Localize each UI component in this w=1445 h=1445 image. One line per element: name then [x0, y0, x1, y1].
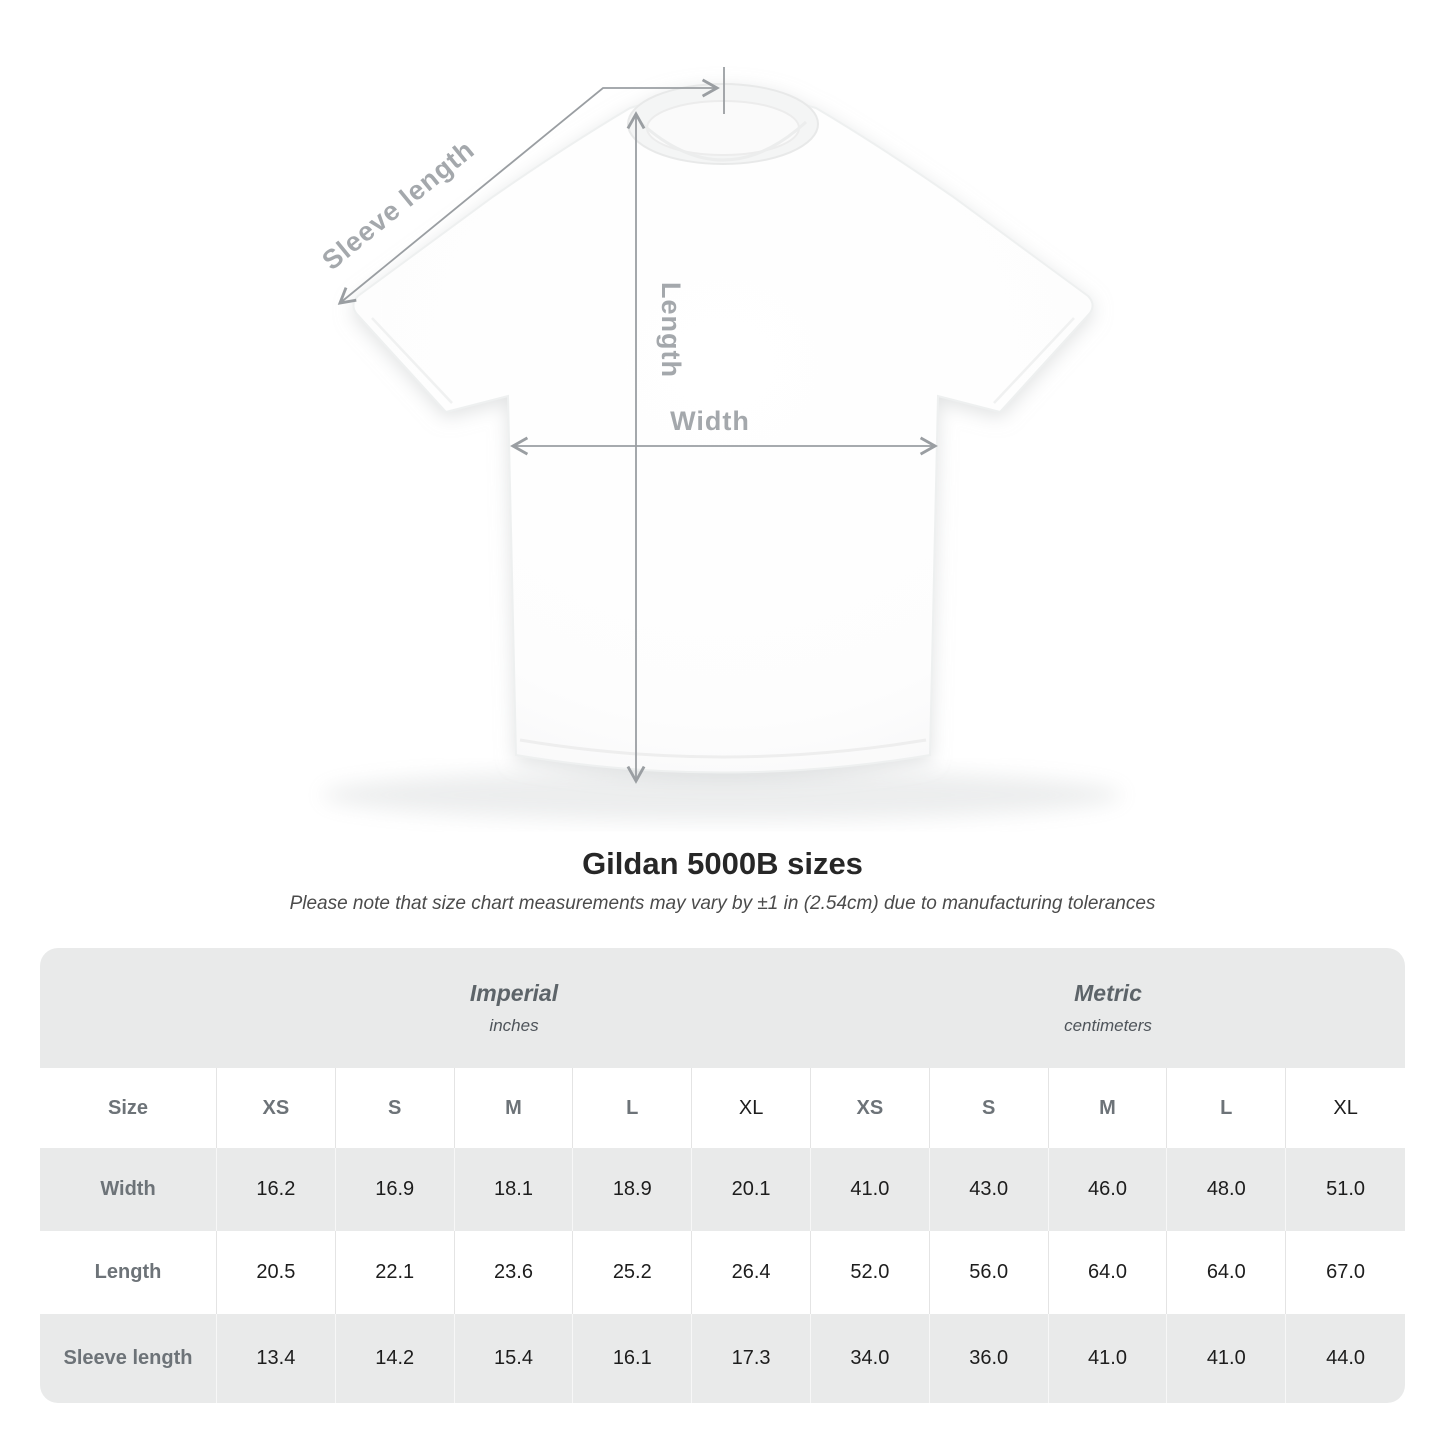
size-row-label: Size: [40, 1068, 217, 1148]
sleeve-metric-l: 41.0: [1167, 1314, 1287, 1403]
length-imperial-s: 22.1: [336, 1231, 455, 1314]
width-row: Width 16.2 16.9 18.1 18.9 20.1 41.0 43.0…: [40, 1148, 1405, 1231]
imperial-section-unit: inches: [489, 1016, 539, 1035]
length-row: Length 20.5 22.1 23.6 25.2 26.4 52.0 56.…: [40, 1231, 1405, 1314]
right-cuff-seam: [993, 317, 1075, 404]
width-metric-m: 46.0: [1049, 1148, 1168, 1231]
length-imperial-xl: 26.4: [692, 1231, 811, 1314]
sleeve-row-label: Sleeve length: [40, 1314, 217, 1403]
left-cuff-seam: [371, 317, 453, 404]
unit-band-row: Imperial inches Metric centimeters: [40, 948, 1405, 1068]
shirt-ground-shadow: [322, 769, 1122, 821]
page-subtitle: Please note that size chart measurements…: [289, 893, 1156, 914]
size-col-imperial-m: M: [455, 1068, 574, 1148]
size-col-metric-l: L: [1167, 1068, 1287, 1148]
size-col-imperial-xs: XS: [217, 1068, 336, 1148]
sleeve-imperial-s: 14.2: [336, 1314, 455, 1403]
sleeve-length-row: Sleeve length 13.4 14.2 15.4 16.1 17.3 3…: [40, 1314, 1405, 1403]
metric-section-unit: centimeters: [1064, 1016, 1152, 1035]
length-imperial-l: 25.2: [573, 1231, 693, 1314]
size-col-imperial-l: L: [573, 1068, 693, 1148]
length-imperial-m: 23.6: [455, 1231, 574, 1314]
size-col-metric-xl: XL: [1333, 1096, 1358, 1119]
length-metric-s: 56.0: [930, 1231, 1049, 1314]
width-imperial-m: 18.1: [455, 1148, 574, 1231]
sleeve-imperial-m: 15.4: [455, 1314, 574, 1403]
sleeve-metric-m: 41.0: [1049, 1314, 1168, 1403]
metric-section-header: Metric centimeters: [811, 948, 1405, 1068]
sleeve-length-arrow: [337, 78, 720, 305]
length-label: Length: [656, 282, 686, 378]
size-col-metric-m: M: [1049, 1068, 1168, 1148]
length-row-label: Length: [40, 1231, 217, 1314]
length-metric-l: 64.0: [1167, 1231, 1287, 1314]
tshirt-illustration: Sleeve length Length Width: [316, 67, 1122, 821]
width-label: Width: [670, 406, 750, 436]
page-title: Gildan 5000B sizes: [582, 846, 863, 881]
width-imperial-s: 16.9: [336, 1148, 455, 1231]
length-metric-xl: 67.0: [1326, 1261, 1366, 1283]
sleeve-metric-s: 36.0: [930, 1314, 1049, 1403]
tshirt-measurement-figure: Sleeve length Length Width: [316, 67, 1122, 821]
width-metric-l: 48.0: [1167, 1148, 1287, 1231]
sleeve-metric-xs: 34.0: [811, 1314, 930, 1403]
size-col-imperial-xl: XL: [692, 1068, 811, 1148]
sleeve-imperial-xs: 13.4: [217, 1314, 336, 1403]
size-chart-table: Imperial inches Metric centimeters Size …: [40, 948, 1405, 1403]
width-metric-xs: 41.0: [811, 1148, 930, 1231]
width-metric-xl: 51.0: [1326, 1178, 1366, 1200]
sleeve-imperial-l: 16.1: [573, 1314, 693, 1403]
size-col-metric-s: S: [930, 1068, 1049, 1148]
width-metric-s: 43.0: [930, 1148, 1049, 1231]
length-imperial-xs: 20.5: [217, 1231, 336, 1314]
width-imperial-l: 18.9: [573, 1148, 693, 1231]
size-header-row: Size XS S M L XL XS S M L XL: [40, 1068, 1405, 1148]
imperial-section-name: Imperial: [469, 980, 559, 1006]
sleeve-imperial-xl: 17.3: [692, 1314, 811, 1403]
width-imperial-xs: 16.2: [217, 1148, 336, 1231]
collar-opening: [646, 100, 800, 156]
length-metric-m: 64.0: [1049, 1231, 1168, 1314]
metric-section-name: Metric: [1074, 980, 1142, 1006]
imperial-section-header: Imperial inches: [217, 948, 811, 1068]
sleeve-metric-xl: 44.0: [1326, 1347, 1366, 1369]
length-metric-xs: 52.0: [811, 1231, 930, 1314]
size-col-imperial-s: S: [336, 1068, 455, 1148]
width-imperial-xl: 20.1: [692, 1148, 811, 1231]
width-row-label: Width: [40, 1148, 217, 1231]
hem-seam: [519, 738, 927, 759]
size-col-metric-xs: XS: [811, 1068, 930, 1148]
